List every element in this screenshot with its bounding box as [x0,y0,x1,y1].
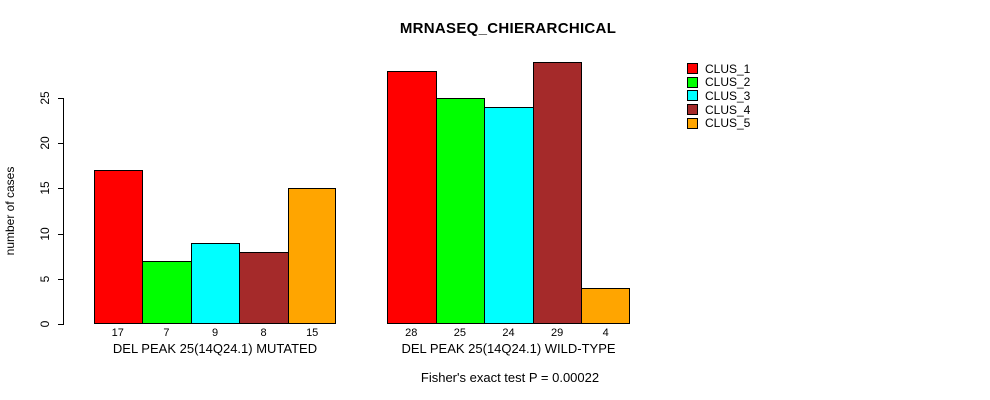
legend-label: CLUS_1 [705,61,751,76]
y-axis-tick [58,188,63,190]
bar-value-label: 24 [502,327,515,339]
bar-clus_4 [532,61,583,324]
y-axis-tick [58,143,63,144]
legend-swatch-clus_2 [687,76,698,88]
bar-value-label: 8 [260,327,267,339]
y-axis-tick [58,233,63,235]
bar-clus_2 [435,97,486,324]
bar-clus_1 [387,70,437,324]
y-axis-tick-label: 5 [38,275,52,283]
bar-clus_3 [484,106,534,324]
y-axis-tick-label: 15 [38,181,52,195]
y-axis-tick-label: 20 [38,136,52,150]
bar-clus_1 [93,170,144,324]
y-axis-tick-label: 10 [38,226,52,241]
y-axis-tick [58,278,63,280]
legend-swatch-clus_4 [687,104,698,116]
annotation-text: Fisher's exact test P = 0.00022 [420,370,600,385]
legend-label: CLUS_3 [705,88,751,103]
bar-value-label: 28 [405,327,418,339]
y-axis-tick [58,97,63,99]
y-axis-line [63,98,64,325]
bar-value-label: 9 [211,327,219,339]
bar-value-label: 17 [111,327,124,339]
legend-swatch-clus_1 [687,63,698,74]
y-axis-tick-label: 25 [38,91,52,105]
y-axis-title: number of cases [3,166,17,256]
bar-clus_4 [239,251,289,324]
y-axis-tick [58,324,63,325]
group-axis-label: DEL PEAK 25(14Q24.1) WILD-TYPE [401,341,616,356]
legend-label: CLUS_5 [705,116,751,131]
bar-value-label: 7 [163,327,170,339]
legend-swatch-clus_3 [687,90,698,102]
bar-clus_2 [142,260,192,324]
bar-value-label: 4 [602,327,609,339]
bar-clus_5 [581,287,630,324]
bar-value-label: 25 [453,327,467,339]
legend-label: CLUS_2 [705,75,751,90]
bar-value-label: 29 [550,327,564,339]
legend-label: CLUS_4 [705,102,751,117]
y-axis-tick-label: 0 [38,320,52,328]
group-axis-label: DEL PEAK 25(14Q24.1) MUTATED [112,341,318,356]
bar-clus_3 [190,242,241,324]
bar-value-label: 15 [306,327,319,339]
chart-title: MRNASEQ_CHIERARCHICAL [399,20,617,37]
bar-clus_5 [287,188,337,324]
legend-swatch-clus_5 [687,117,698,129]
